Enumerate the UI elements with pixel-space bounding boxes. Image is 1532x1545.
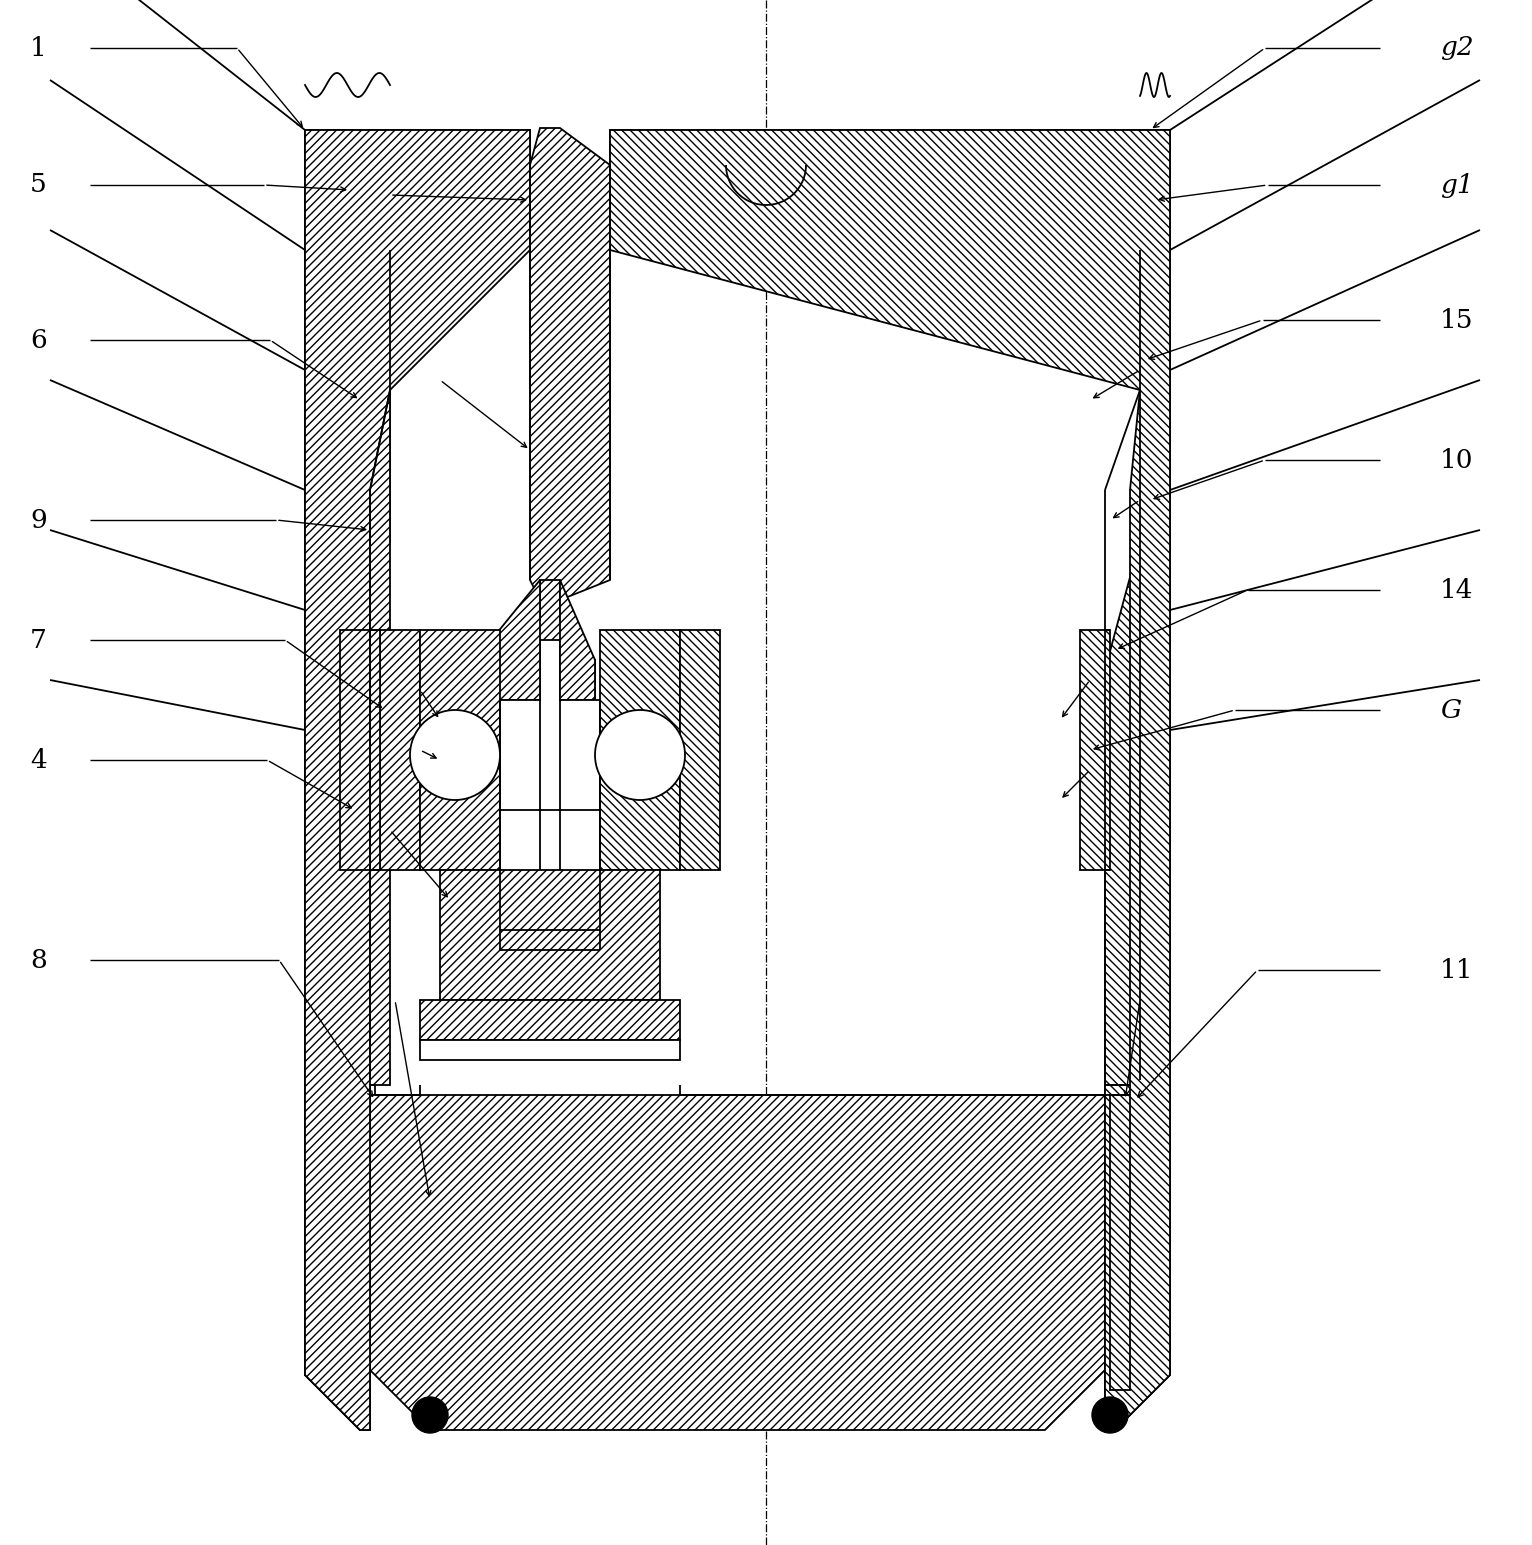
Polygon shape	[420, 1000, 680, 1040]
Text: 7: 7	[31, 627, 47, 652]
Text: 6: 6	[31, 328, 47, 352]
Polygon shape	[305, 130, 530, 1431]
Circle shape	[594, 711, 685, 800]
Text: 8: 8	[31, 947, 47, 972]
Polygon shape	[420, 630, 499, 870]
Text: g1: g1	[1440, 173, 1474, 198]
Circle shape	[411, 711, 499, 800]
Text: 11: 11	[1440, 958, 1474, 983]
Polygon shape	[601, 630, 680, 870]
Polygon shape	[475, 579, 539, 700]
Polygon shape	[380, 630, 420, 870]
Polygon shape	[305, 130, 530, 1431]
Text: 14: 14	[1440, 578, 1474, 603]
Polygon shape	[610, 130, 1170, 1431]
Polygon shape	[420, 1040, 680, 1060]
Text: 4: 4	[31, 748, 47, 772]
Text: G: G	[1440, 697, 1462, 723]
Text: 1: 1	[31, 36, 47, 60]
Polygon shape	[561, 700, 601, 930]
Polygon shape	[440, 870, 660, 1000]
Circle shape	[412, 1397, 447, 1434]
Text: 10: 10	[1440, 448, 1474, 473]
Text: 15: 15	[1440, 307, 1474, 332]
Polygon shape	[475, 579, 594, 700]
Polygon shape	[610, 130, 1170, 1431]
Text: 9: 9	[31, 507, 47, 533]
Polygon shape	[371, 1095, 1105, 1431]
Circle shape	[1092, 1397, 1128, 1434]
Polygon shape	[680, 630, 720, 870]
Polygon shape	[305, 130, 391, 1431]
Polygon shape	[530, 128, 610, 610]
Polygon shape	[340, 630, 380, 870]
Text: g2: g2	[1440, 36, 1474, 60]
Polygon shape	[499, 901, 601, 950]
Polygon shape	[499, 700, 539, 930]
Text: 5: 5	[31, 173, 47, 198]
Polygon shape	[1080, 630, 1111, 870]
Polygon shape	[561, 579, 594, 700]
Polygon shape	[1111, 1095, 1131, 1390]
